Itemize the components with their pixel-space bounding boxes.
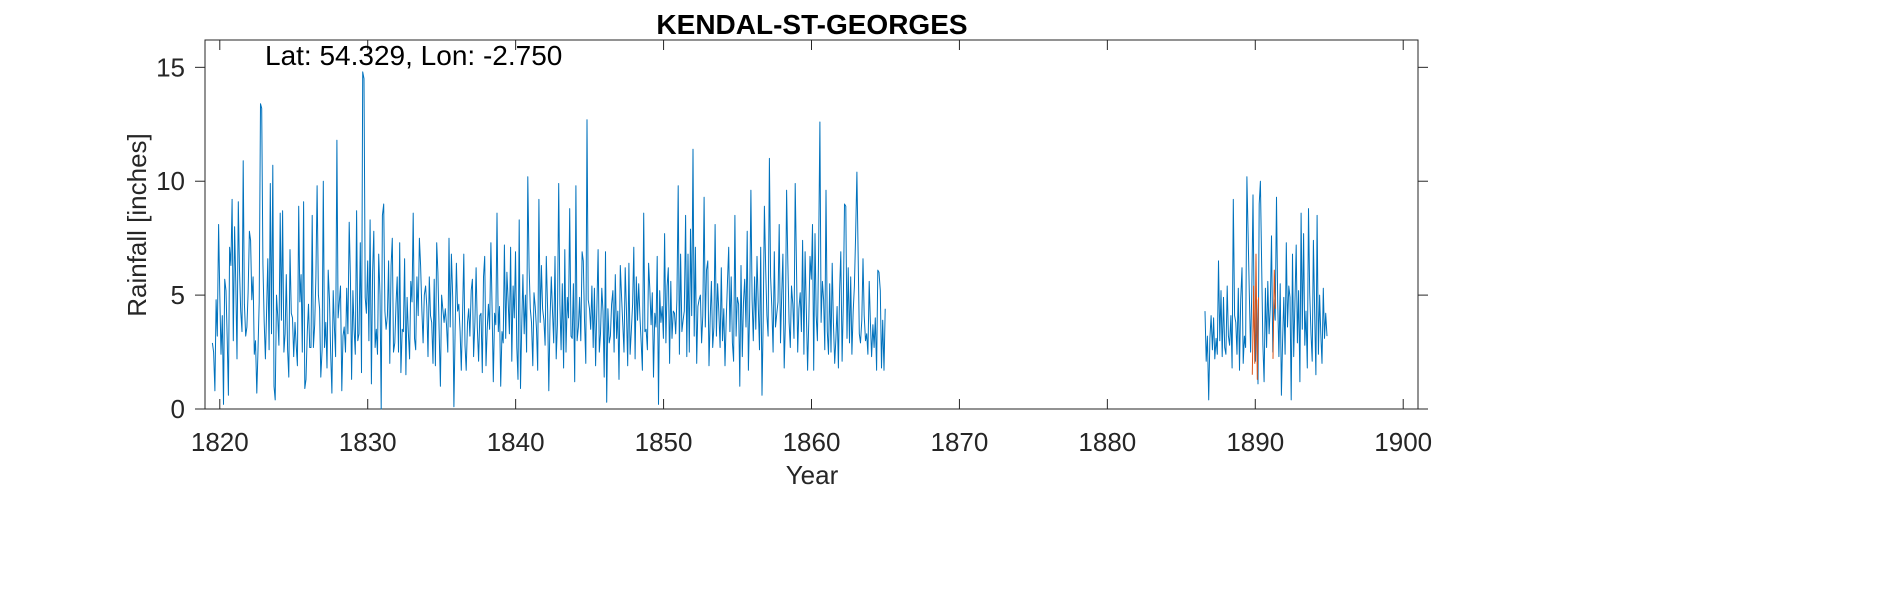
axes-box <box>204 39 1419 410</box>
series-1-segment-2 <box>1204 176 1328 401</box>
series-1-segment-1 <box>211 71 886 410</box>
x-tick-label: 1880 <box>1078 427 1136 457</box>
plot-area: 1820 1830 1840 1850 1860 1870 1880 1890 1900 051… <box>156 39 1432 457</box>
x-ticks: 1820 1830 1840 1850 1860 1870 1880 1890 1900 <box>191 40 1432 457</box>
y-ticks: 0 5 10 15 <box>156 52 1428 424</box>
x-tick-label: 1830 <box>339 427 397 457</box>
x-tick-label: 1900 <box>1374 427 1432 457</box>
x-tick-label: 1840 <box>487 427 545 457</box>
y-axis-label: Rainfall [inches] <box>122 133 152 317</box>
x-tick-label: 1850 <box>635 427 693 457</box>
x-tick-label: 1860 <box>783 427 841 457</box>
y-tick-label: 10 <box>156 166 185 196</box>
y-tick-label: 5 <box>171 280 185 310</box>
x-tick-label: 1820 <box>191 427 249 457</box>
x-axis-label: Year <box>786 460 839 490</box>
y-tick-label: 0 <box>171 394 185 424</box>
series-2-segment-1 <box>1251 253 1259 380</box>
series-layer <box>211 71 1328 410</box>
x-tick-label: 1870 <box>931 427 989 457</box>
chart-title: KENDAL-ST-GEORGES <box>656 9 967 40</box>
series-2-segment-2 <box>1272 269 1276 359</box>
y-tick-label: 15 <box>156 52 185 82</box>
location-annotation: Lat: 54.329, Lon: -2.750 <box>265 40 562 71</box>
x-tick-label: 1890 <box>1226 427 1284 457</box>
